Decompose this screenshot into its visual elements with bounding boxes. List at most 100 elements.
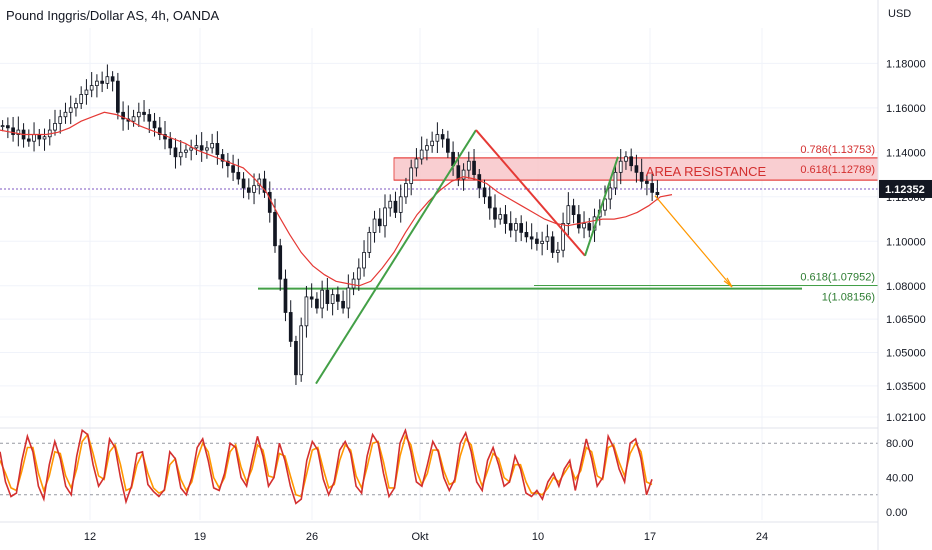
candle-body-13: [68, 107, 73, 113]
time-tick-label: 12: [84, 531, 96, 543]
candle-body-23: [121, 111, 125, 120]
candle-body-121: [634, 165, 639, 173]
moving-average-line: [0, 111, 673, 287]
candle-body-87: [456, 165, 461, 180]
pattern-leg-0: [315, 129, 477, 385]
price-tick-label: 1.05000: [886, 348, 926, 360]
price-tick-label: 1.02100: [886, 412, 926, 424]
overlay-lines: [0, 111, 733, 385]
candle-body-66: [346, 287, 351, 309]
candle-body-17: [89, 85, 94, 91]
candle-body-79: [414, 158, 419, 169]
candle-body-80: [419, 149, 424, 160]
candle-body-97: [508, 223, 513, 231]
candle-body-117: [613, 171, 618, 189]
candle-body-21: [110, 76, 115, 82]
stoch-k-line: [0, 427, 653, 505]
stochastic-panel: [0, 427, 878, 505]
candle-body-123: [645, 180, 649, 184]
candle-body-65: [341, 300, 345, 309]
candle-body-27: [142, 111, 146, 115]
candle-body-32: [168, 138, 173, 149]
candle-body-74: [388, 200, 393, 209]
stoch-tick-label: 40.00: [886, 473, 914, 485]
candle-body-94: [493, 207, 497, 220]
price-tick-label: 1.10000: [886, 236, 926, 248]
time-tick-label: 26: [306, 531, 318, 543]
currency-label: USD: [888, 8, 912, 20]
fib-0786-label: 0.786(1.13753): [800, 144, 875, 156]
candle-body-95: [498, 214, 503, 220]
candle-body-82: [430, 140, 434, 147]
candle-body-110: [576, 214, 581, 229]
candle-body-99: [519, 223, 524, 233]
candle-body-62: [325, 289, 330, 304]
projection-arrow: [654, 195, 733, 288]
candle-body-53: [278, 245, 283, 280]
candle-body-34: [178, 151, 183, 158]
candle-body-57: [299, 325, 304, 376]
candle-body-54: [283, 278, 288, 313]
candle-body-55: [288, 312, 293, 342]
candle-body-43: [226, 160, 230, 167]
candle-body-33: [173, 147, 178, 158]
price-tick-label: 1.03500: [886, 381, 926, 393]
candle-body-15: [79, 94, 84, 104]
candle-body-100: [524, 231, 529, 238]
price-tick-label: 1.08000: [886, 281, 926, 293]
candle-body-101: [529, 236, 534, 240]
candle-body-77: [404, 183, 408, 198]
candle-body-40: [210, 143, 214, 149]
candle-body-45: [236, 171, 241, 180]
candle-body-12: [63, 111, 68, 118]
candle-body-64: [336, 294, 340, 302]
pattern-leg-2: [584, 156, 619, 257]
candle-body-28: [147, 114, 152, 122]
candle-body-19: [100, 80, 104, 84]
candle-body-103: [540, 240, 544, 244]
candle-body-115: [603, 198, 607, 211]
candle-body-90: [472, 160, 476, 175]
candle-body-84: [440, 134, 445, 140]
candle-body-69: [362, 252, 366, 269]
candle-body-60: [315, 298, 319, 309]
candle-body-102: [535, 238, 539, 244]
candle-body-0: [0, 125, 5, 128]
candle-body-10: [53, 123, 57, 131]
candle-body-2: [11, 127, 15, 135]
time-tick-label: 17: [644, 531, 656, 543]
chart-title: Pound Inggris/Dollar AS, 4h, OANDA: [6, 8, 220, 23]
candle-body-37: [194, 145, 199, 149]
candle-body-6: [32, 134, 36, 142]
candle-body-116: [608, 187, 613, 200]
fib-0618-top-label: 0.618(1.12789): [800, 164, 875, 176]
candle-body-93: [487, 196, 492, 209]
candle-body-26: [136, 111, 141, 118]
candle-body-25: [131, 116, 136, 122]
annotations: AREA RESISTANCE 0.786(1.13753) 0.618(1.127…: [646, 144, 875, 304]
price-tick-label: 1.16000: [886, 103, 926, 115]
resistance-label: AREA RESISTANCE: [646, 164, 767, 179]
candle-body-14: [74, 102, 78, 109]
candle-body-1: [6, 125, 10, 129]
candle-body-8: [42, 136, 47, 140]
candle-body-46: [241, 178, 246, 189]
candle-body-41: [215, 143, 220, 155]
candle-body-78: [409, 167, 414, 184]
candle-body-42: [220, 154, 225, 162]
candle-body-38: [199, 145, 204, 151]
candle-body-52: [273, 211, 277, 247]
candle-body-61: [320, 289, 324, 309]
candle-body-22: [116, 80, 120, 113]
candle-body-98: [514, 223, 518, 231]
candle-body-35: [184, 149, 188, 153]
time-tick-label: 19: [194, 531, 206, 543]
candle-body-11: [58, 116, 63, 124]
candle-body-125: [655, 191, 660, 195]
candle-body-59: [309, 296, 314, 300]
fib-0618-bottom-label: 0.618(1.07952): [800, 272, 875, 284]
candle-body-70: [367, 231, 372, 253]
price-tick-label: 1.14000: [886, 147, 926, 159]
